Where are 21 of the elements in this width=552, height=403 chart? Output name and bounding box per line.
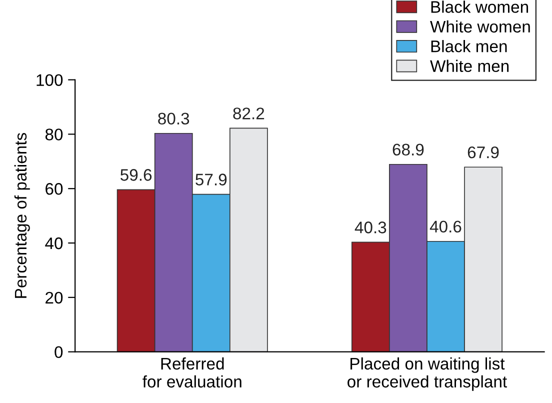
- y-tick-label: 20: [46, 292, 63, 304]
- y-tick-label: 40: [45, 237, 63, 250]
- y-tick-label: 60: [46, 183, 63, 195]
- data-label: 59.6: [120, 169, 152, 181]
- data-label: 40.6: [430, 220, 462, 233]
- data-label: 57.9: [196, 174, 227, 186]
- legend-label: Black women: [431, 0, 528, 13]
- x-tick-label: Placed on waiting list or received transplant: [348, 357, 507, 391]
- data-label: 40.3: [354, 222, 386, 234]
- y-tick-label: 80: [45, 128, 63, 140]
- y-axis-title: Percentage of patients: [14, 133, 30, 298]
- legend-label: Black men: [431, 40, 507, 52]
- data-label: 68.9: [392, 144, 424, 156]
- data-label: 67.9: [468, 146, 499, 158]
- x-tick-label: Referred for evaluation: [142, 357, 242, 388]
- legend-label: White women: [430, 20, 530, 33]
- y-tick-label: 0: [54, 346, 63, 358]
- data-label: 82.2: [233, 108, 264, 120]
- y-tick-label: 100: [36, 74, 63, 86]
- data-label: 80.3: [158, 112, 190, 125]
- legend-label: White men: [430, 60, 509, 72]
